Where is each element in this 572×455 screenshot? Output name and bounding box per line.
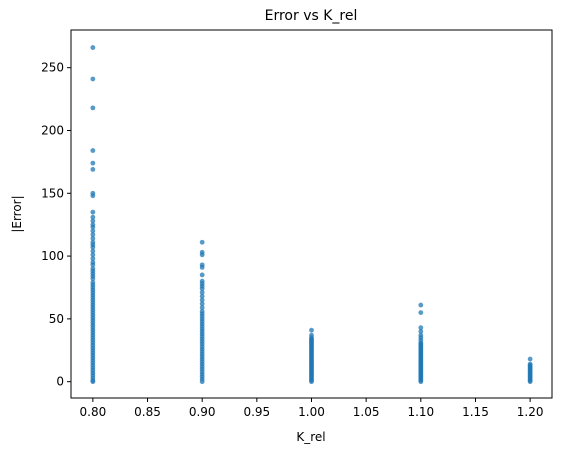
data-point [90,236,96,241]
x-tick-label: 0.90 [189,405,216,419]
data-point [90,228,96,234]
x-tick-label: 0.95 [243,405,270,419]
data-point [90,76,96,82]
data-point [90,232,96,238]
y-tick-label: 200 [41,123,64,137]
data-point [418,325,424,331]
data-point [90,252,96,258]
chart-title: Error vs K_rel [265,8,358,24]
data-point [199,305,205,310]
data-point [199,301,205,307]
data-point [90,248,96,254]
y-tick-label: 50 [49,312,64,326]
data-point [199,252,205,258]
y-tick-label: 250 [41,61,64,75]
data-point [199,286,205,292]
data-point [418,310,424,315]
data-point [90,105,96,111]
data-point [90,276,96,282]
data-point [418,329,424,334]
data-point [527,356,533,362]
data-point [199,264,205,270]
data-point [90,218,96,224]
data-point [199,379,205,385]
data-point [199,293,205,299]
y-axis-label: |Error| [10,195,24,232]
data-point [90,256,96,261]
data-point [90,45,96,50]
y-tick-label: 100 [41,249,64,263]
data-point [418,379,424,385]
data-point [90,214,96,220]
data-point [418,302,424,308]
data-point [199,297,205,303]
data-point [90,224,96,230]
data-point [309,379,314,385]
data-point [527,379,533,385]
y-axis: 0 50 100 150 200 250 [41,61,71,389]
data-point [90,160,96,166]
data-point [199,239,205,245]
data-point [90,262,96,268]
x-tick-label: 0.85 [134,405,161,419]
x-axis-label: K_rel [296,430,325,444]
data-point [199,290,205,295]
x-tick-label: 1.20 [517,405,544,419]
y-tick-label: 0 [56,375,64,389]
data-point [309,327,314,333]
data-point [90,148,96,153]
x-tick-label: 1.10 [407,405,434,419]
x-tick-label: 1.00 [298,405,325,419]
y-tick-label: 150 [41,186,64,200]
data-point [199,272,205,278]
x-axis: 0.80 0.85 0.90 0.95 1.00 1.05 1.10 1.15 1.20 [80,398,544,419]
x-tick-label: 0.80 [80,405,107,419]
data-point [90,379,96,385]
data-point [90,209,96,215]
data-point [90,167,96,172]
data-point [90,244,96,250]
x-tick-label: 1.15 [462,405,489,419]
data-point [90,193,96,199]
x-tick-label: 1.05 [353,405,380,419]
data-points [90,45,533,385]
